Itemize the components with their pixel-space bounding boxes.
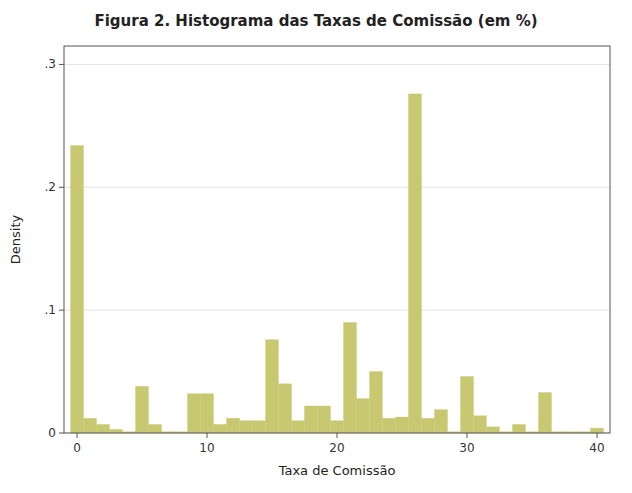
bar <box>422 418 435 433</box>
bar <box>539 392 552 433</box>
bar <box>214 424 227 433</box>
tick-label: 30 <box>459 441 474 455</box>
bar <box>396 417 409 433</box>
tick-mark <box>59 310 64 311</box>
plot-area <box>64 46 610 433</box>
bar <box>344 322 357 433</box>
bar <box>318 406 331 433</box>
bar <box>292 421 305 433</box>
bar <box>136 386 149 433</box>
bar <box>253 421 266 433</box>
tick-mark <box>597 433 598 438</box>
tick-label: 0 <box>48 426 56 440</box>
title: Figura 2. Histograma das Taxas de Comiss… <box>94 12 537 30</box>
tick-mark <box>77 433 78 438</box>
grid-line <box>64 187 610 188</box>
tick-mark <box>337 433 338 438</box>
tick-label: 40 <box>589 441 604 455</box>
bar <box>201 394 214 433</box>
tick-mark <box>59 64 64 65</box>
grid-line <box>64 64 610 65</box>
x-axis: 0 10 20 30 40 <box>73 433 604 455</box>
tick-mark <box>467 433 468 438</box>
x-axis-label: Taxa de Comissão <box>278 463 396 478</box>
tick-label: .3 <box>45 57 56 71</box>
bar <box>71 146 84 433</box>
bar <box>266 340 279 433</box>
bars <box>71 94 604 433</box>
bar <box>409 94 422 433</box>
bar <box>188 394 201 433</box>
plot-frame <box>64 46 610 433</box>
bar <box>110 429 123 433</box>
bar <box>474 416 487 433</box>
tick-label: .2 <box>45 180 56 194</box>
grid-line <box>64 310 610 311</box>
bar <box>461 376 474 433</box>
tick-mark <box>207 433 208 438</box>
tick-mark <box>59 433 64 434</box>
chart: 0 .1 .2 .3 0 10 20 30 40 Figura 2. Histograma das… <box>0 0 632 493</box>
bar <box>487 427 500 433</box>
bar <box>97 424 110 433</box>
bar <box>331 421 344 433</box>
tick-mark <box>59 187 64 188</box>
bar <box>149 424 162 433</box>
bar <box>240 421 253 433</box>
bar <box>383 418 396 433</box>
bar <box>305 406 318 433</box>
y-axis: 0 .1 .2 .3 <box>45 57 610 440</box>
tick-label: 20 <box>329 441 344 455</box>
tick-label: 10 <box>199 441 214 455</box>
y-axis-label: Density <box>8 214 23 264</box>
bar <box>513 424 526 433</box>
bar <box>84 418 97 433</box>
bar <box>227 418 240 433</box>
bar <box>279 384 292 433</box>
bar <box>435 410 448 433</box>
tick-label: 0 <box>73 441 81 455</box>
bar <box>591 428 604 433</box>
tick-label: .1 <box>45 303 56 317</box>
bar <box>370 372 383 433</box>
bar <box>357 399 370 433</box>
